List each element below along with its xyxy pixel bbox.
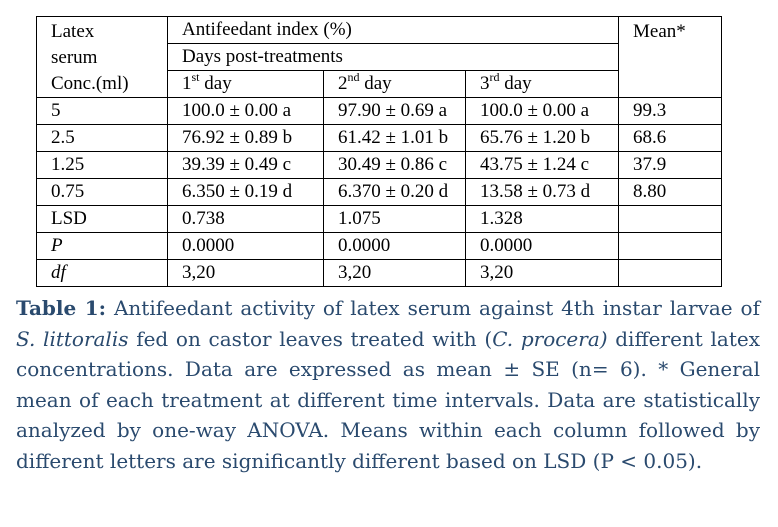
- mean-cell: [618, 259, 722, 287]
- day1-cell: 100.0 ± 0.00 a: [167, 97, 324, 125]
- day1-cell: 0.738: [167, 205, 324, 233]
- df-label-cell: df: [36, 259, 168, 287]
- day3-cell: 13.58 ± 0.73 d: [465, 178, 619, 206]
- caption-text: Antifeedant activity of latex serum agai…: [106, 296, 760, 320]
- caption-text: fed on castor leaves treated with (: [128, 326, 493, 351]
- table-row: LSD 0.738 1.075 1.328: [36, 205, 722, 233]
- header-row-1: Latex serum Conc.(ml) Antifeedant index …: [36, 16, 722, 98]
- mean-cell: 8.80: [618, 178, 722, 206]
- mean-cell: [618, 205, 722, 233]
- conc-header-line: Conc.(ml): [51, 73, 129, 94]
- day1-cell: 0.0000: [167, 232, 324, 260]
- day2-header: 2nd day: [323, 70, 466, 98]
- mean-header: Mean*: [618, 16, 722, 98]
- concentration-header: Latex serum Conc.(ml): [36, 16, 168, 98]
- antifeedant-header: Antifeedant index (%): [167, 16, 619, 44]
- day3-header: 3rd day: [465, 70, 619, 98]
- days-post-header: Days post-treatments: [167, 43, 619, 71]
- table-row: 2.5 76.92 ± 0.89 b 61.42 ± 1.01 b 65.76 …: [36, 124, 722, 152]
- day1-header: 1st day: [167, 70, 324, 98]
- table-row: df 3,20 3,20 3,20: [36, 259, 722, 287]
- table-caption: Table 1: Antifeedant activity of latex s…: [16, 293, 760, 477]
- table-row: 5 100.0 ± 0.00 a 97.90 ± 0.69 a 100.0 ± …: [36, 97, 722, 125]
- mean-cell: 68.6: [618, 124, 722, 152]
- day2-cell: 6.370 ± 0.20 d: [323, 178, 466, 206]
- day3-cell: 65.76 ± 1.20 b: [465, 124, 619, 152]
- lsd-label-cell: LSD: [36, 205, 168, 233]
- header-row-2: Days post-treatments: [37, 43, 722, 71]
- mean-cell: 37.9: [618, 151, 722, 179]
- day3-cell: 0.0000: [465, 232, 619, 260]
- mean-cell: 99.3: [618, 97, 722, 125]
- conc-cell: 1.25: [36, 151, 168, 179]
- day3-cell: 3,20: [465, 259, 619, 287]
- day3-cell: 1.328: [465, 205, 619, 233]
- day1-cell: 76.92 ± 0.89 b: [167, 124, 324, 152]
- table-row: P 0.0000 0.0000 0.0000: [36, 232, 722, 260]
- table-row: 0.75 6.350 ± 0.19 d 6.370 ± 0.20 d 13.58…: [36, 178, 722, 206]
- day1-cell: 3,20: [167, 259, 324, 287]
- conc-cell: 5: [36, 97, 168, 125]
- conc-header-line: serum: [51, 47, 98, 68]
- day2-cell: 30.49 ± 0.86 c: [323, 151, 466, 179]
- caption-text: different latex concentrations. Data are…: [16, 326, 760, 473]
- caption-species: S. littoralis: [16, 326, 129, 351]
- day3-cell: 43.75 ± 1.24 c: [465, 151, 619, 179]
- day1-cell: 6.350 ± 0.19 d: [167, 178, 324, 206]
- conc-cell: 2.5: [36, 124, 168, 152]
- day2-cell: 0.0000: [323, 232, 466, 260]
- day3-cell: 100.0 ± 0.00 a: [465, 97, 619, 125]
- caption-label: Table 1:: [16, 296, 107, 320]
- day1-cell: 39.39 ± 0.49 c: [167, 151, 324, 179]
- conc-cell: 0.75: [36, 178, 168, 206]
- conc-header-line: Latex: [51, 21, 95, 42]
- caption-plant: C. procera): [492, 326, 608, 351]
- p-label-cell: P: [36, 232, 168, 260]
- data-table: Latex serum Conc.(ml) Antifeedant index …: [36, 16, 722, 287]
- mean-cell: [618, 232, 722, 260]
- day2-cell: 97.90 ± 0.69 a: [323, 97, 466, 125]
- day2-cell: 3,20: [323, 259, 466, 287]
- day2-cell: 1.075: [323, 205, 466, 233]
- table-row: 1.25 39.39 ± 0.49 c 30.49 ± 0.86 c 43.75…: [36, 151, 722, 179]
- day2-cell: 61.42 ± 1.01 b: [323, 124, 466, 152]
